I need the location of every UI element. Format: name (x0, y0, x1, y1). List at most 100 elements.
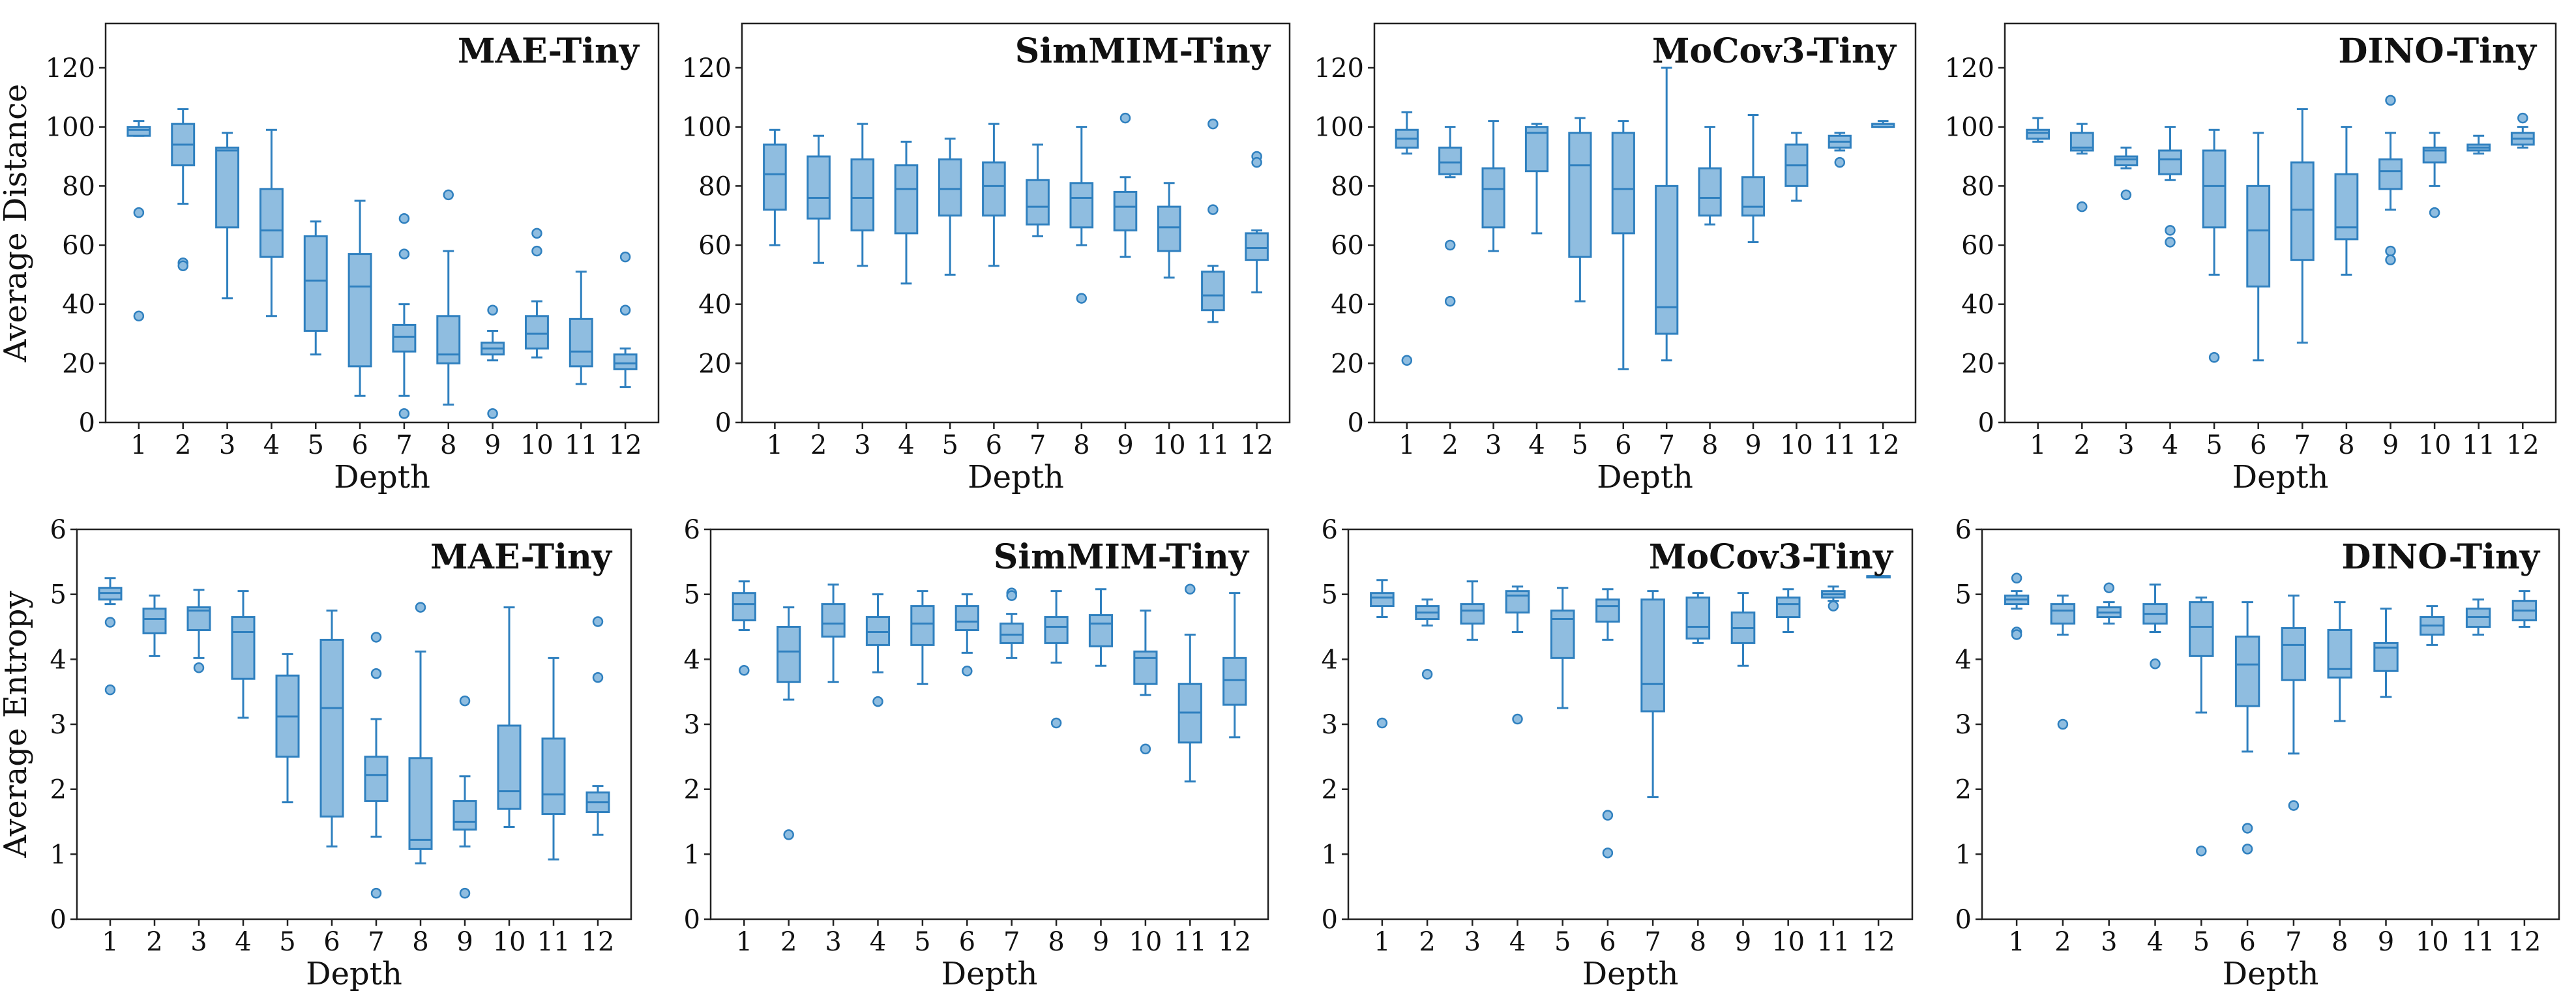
outlier-point (1140, 743, 1151, 755)
iqr-box (497, 724, 522, 810)
iqr-box (807, 155, 831, 220)
x-tick-label: 9 (1735, 927, 1751, 957)
iqr-box (2246, 184, 2271, 287)
box-depth-6 (955, 593, 979, 677)
iqr-box (894, 164, 919, 235)
x-tick-label: 8 (1690, 927, 1706, 957)
iqr-box (1655, 184, 1679, 335)
x-tick-label: 11 (1196, 430, 1230, 460)
y-tick-label: 120 (1314, 53, 1364, 83)
y-tick-label: 4 (1955, 645, 1972, 675)
x-tick-label: 7 (1644, 927, 1661, 957)
y-tick-label: 5 (50, 580, 67, 610)
x-tick-label: 10 (1153, 430, 1186, 460)
outlier-point (2385, 245, 2396, 257)
iqr-box (1568, 132, 1592, 258)
plot-frame (709, 528, 1269, 921)
box-depth-8 (1044, 590, 1069, 729)
iqr-box (1775, 597, 1801, 619)
x-tick-label: 10 (1771, 927, 1805, 957)
iqr-box (1741, 176, 1766, 217)
box-depth-7 (1640, 590, 1665, 799)
box-depth-7 (364, 632, 389, 899)
x-tick-label: 5 (2206, 430, 2222, 460)
y-tick-label: 60 (698, 231, 732, 261)
box-depth-4 (1524, 123, 1549, 235)
outlier-point (592, 616, 604, 627)
iqr-box (348, 253, 372, 368)
box-depth-1 (126, 120, 151, 322)
outlier-point (872, 696, 883, 707)
x-tick-label: 11 (565, 430, 598, 460)
iqr-box (955, 605, 979, 631)
iqr-box (1481, 167, 1505, 229)
box-depth-11 (2466, 134, 2491, 155)
x-tick-label: 1 (2030, 430, 2046, 460)
outlier-point (2103, 582, 2114, 593)
outlier-point (1828, 600, 1839, 612)
box-depth-2 (2050, 595, 2076, 730)
x-tick-label: 4 (235, 927, 251, 957)
x-axis-label: Depth (1582, 956, 1679, 992)
y-tick-label: 120 (682, 53, 732, 83)
box-depth-4 (894, 140, 919, 285)
y-axis-label: Average Entropy (0, 591, 34, 858)
x-tick-label: 2 (146, 927, 162, 957)
box-depth-5 (1568, 117, 1592, 302)
box-depth-9 (452, 695, 477, 899)
box-depth-2 (807, 134, 831, 264)
outlier-point (1251, 156, 1262, 168)
y-tick-label: 20 (1331, 349, 1364, 379)
outlier-point (962, 666, 973, 677)
box-depth-6 (319, 610, 344, 847)
iqr-box (569, 317, 593, 368)
box-depth-3 (215, 132, 240, 300)
y-tick-label: 0 (715, 408, 732, 438)
x-tick-label: 7 (2285, 927, 2302, 957)
x-tick-label: 12 (1240, 430, 1273, 460)
outlier-point (2517, 112, 2528, 124)
y-tick-label: 6 (1322, 515, 1338, 545)
outlier-point (459, 695, 471, 707)
x-axis-label: Depth (334, 459, 430, 495)
iqr-box (938, 158, 962, 217)
iqr-box (1698, 167, 1722, 217)
panel-title: MAE-Tiny (430, 537, 613, 577)
y-tick-label: 100 (46, 113, 95, 143)
iqr-box (2026, 128, 2050, 140)
x-tick-label: 4 (2162, 430, 2178, 460)
x-tick-label: 8 (1702, 430, 1718, 460)
box-depth-1 (1395, 111, 1419, 366)
plot-frame (1981, 528, 2560, 921)
x-tick-label: 12 (2508, 927, 2541, 957)
iqr-box (142, 608, 167, 634)
outlier-point (370, 887, 382, 899)
x-tick-label: 5 (308, 430, 324, 460)
x-tick-label: 4 (263, 430, 280, 460)
y-tick-label: 40 (1331, 290, 1364, 320)
x-tick-label: 8 (2332, 927, 2348, 957)
x-tick-label: 6 (1615, 430, 1631, 460)
box-depth-2 (142, 595, 167, 657)
outlier-point (619, 304, 631, 316)
y-tick-label: 1 (684, 840, 700, 870)
box-depth-9 (1730, 592, 1756, 667)
x-tick-label: 10 (2416, 927, 2449, 957)
x-axis-label: Depth (2223, 956, 2319, 992)
x-tick-label: 11 (2462, 430, 2495, 460)
x-tick-label: 11 (1174, 927, 1207, 957)
iqr-box (231, 616, 256, 680)
box-depth-3 (850, 123, 875, 267)
x-axis-label: Depth (1597, 459, 1693, 495)
box-depth-12 (2511, 590, 2538, 628)
outlier-point (398, 248, 410, 259)
iqr-box (1438, 146, 1462, 175)
box-depth-6 (1611, 120, 1635, 370)
iqr-box (2378, 158, 2403, 190)
outlier-point (398, 213, 410, 224)
y-tick-label: 20 (62, 349, 95, 379)
box-depth-10 (1775, 588, 1801, 633)
box-depth-1 (2004, 572, 2030, 640)
x-axis-label: Depth (968, 459, 1064, 495)
